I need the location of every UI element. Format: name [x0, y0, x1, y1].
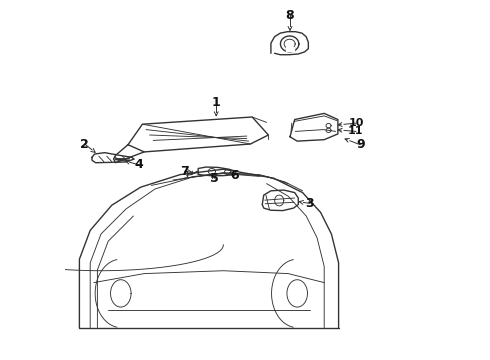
Text: 1: 1 [212, 96, 220, 109]
Text: 5: 5 [210, 172, 219, 185]
Text: 4: 4 [134, 158, 143, 171]
Text: 3: 3 [305, 197, 314, 210]
Text: 6: 6 [231, 169, 239, 182]
Text: 8: 8 [286, 9, 294, 22]
Text: 7: 7 [180, 165, 189, 178]
Text: 11: 11 [348, 126, 364, 136]
Text: 2: 2 [80, 138, 89, 150]
Text: 10: 10 [348, 118, 364, 128]
Text: 9: 9 [356, 138, 365, 151]
